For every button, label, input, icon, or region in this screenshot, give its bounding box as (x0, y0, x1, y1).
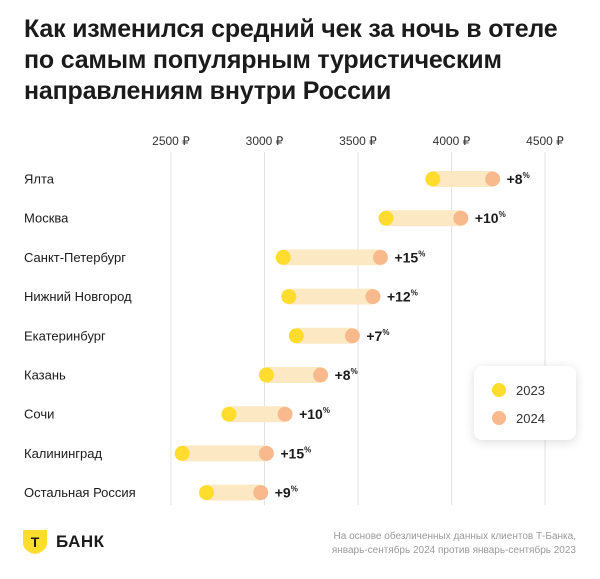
growth-label: +10% (475, 210, 506, 226)
point-2024 (277, 406, 293, 422)
percent-sign: % (351, 367, 358, 376)
row-label: Екатеринбург (24, 328, 106, 343)
chart-title: Как изменился средний чек за ночь в отел… (24, 14, 584, 107)
row-label: Ялта (24, 172, 55, 187)
row-label: Сочи (24, 407, 54, 422)
point-2024 (485, 171, 501, 187)
row-label: Калининград (24, 446, 102, 461)
range-bar (432, 171, 493, 187)
row-label: Нижний Новгород (24, 289, 132, 304)
growth-label: +12% (387, 289, 418, 305)
percent-sign: % (499, 210, 506, 219)
chart-legend: 2023 2024 (474, 366, 576, 440)
tbank-shield-icon: Т (23, 530, 47, 554)
percent-sign: % (291, 485, 298, 494)
row-label: Казань (24, 368, 66, 383)
point-2023 (221, 406, 237, 422)
percent-sign: % (523, 171, 530, 180)
legend-label: 2024 (516, 410, 545, 426)
x-tick-label: 4500 ₽ (526, 134, 564, 148)
percent-sign: % (323, 406, 330, 415)
growth-label: +8% (507, 171, 530, 187)
point-2024 (453, 210, 469, 226)
point-2023 (281, 289, 297, 305)
footnote-line: На основе обезличенных данных клиентов Т… (333, 531, 576, 542)
logo-mark: Т (31, 534, 40, 550)
growth-label: +7% (366, 328, 389, 344)
growth-label: +10% (299, 406, 330, 422)
legend-label: 2023 (516, 382, 545, 398)
footnote-line: январь-сентябрь 2024 против январь-сентя… (331, 545, 576, 556)
point-2024 (344, 328, 360, 344)
logo-text: БАНК (56, 532, 105, 551)
point-2024 (313, 367, 329, 383)
row-label: Москва (24, 211, 69, 226)
growth-label: +8% (335, 367, 358, 383)
footnote: На основе обезличенных данных клиентов Т… (276, 530, 576, 558)
title-line: направлениям внутри России (24, 77, 392, 105)
range-bar (283, 249, 381, 266)
point-2023 (378, 210, 394, 226)
growth-label: +9% (275, 485, 298, 501)
tbank-logo: Т БАНК (22, 529, 105, 555)
range-bar (296, 327, 353, 344)
range-bar (206, 484, 261, 501)
percent-sign: % (411, 289, 418, 298)
point-2024 (258, 445, 274, 461)
title-line: Как изменился средний чек за ночь в отел… (24, 15, 558, 43)
percent-sign: % (304, 445, 311, 454)
legend-item-2024: 2024 (492, 410, 545, 426)
peach-dot-icon (492, 411, 506, 425)
percent-sign: % (382, 328, 389, 337)
legend-item-2023: 2023 (492, 382, 545, 398)
range-bar (386, 210, 461, 227)
row-label: Остальная Россия (24, 485, 136, 500)
range-bar (182, 445, 267, 462)
x-tick-label: 2500 ₽ (152, 134, 190, 148)
growth-label: +15% (280, 445, 311, 461)
point-2024 (372, 249, 388, 265)
range-bar (266, 367, 321, 383)
growth-label: +15% (394, 249, 425, 265)
point-2023 (174, 445, 190, 461)
x-tick-label: 4000 ₽ (433, 134, 471, 148)
x-tick-label: 3000 ₽ (246, 134, 284, 148)
point-2024 (253, 485, 269, 501)
point-2023 (288, 328, 304, 344)
point-2024 (365, 289, 381, 305)
yellow-dot-icon (492, 383, 506, 397)
range-bar (288, 288, 373, 305)
point-2023 (425, 171, 441, 187)
x-tick-label: 3500 ₽ (339, 134, 377, 148)
range-bar (228, 406, 286, 423)
row-label: Санкт-Петербург (24, 250, 126, 265)
point-2023 (199, 485, 215, 501)
point-2023 (275, 249, 291, 265)
percent-sign: % (418, 249, 425, 258)
point-2023 (258, 367, 274, 383)
title-line: по самым популярным туристическим (24, 46, 502, 74)
